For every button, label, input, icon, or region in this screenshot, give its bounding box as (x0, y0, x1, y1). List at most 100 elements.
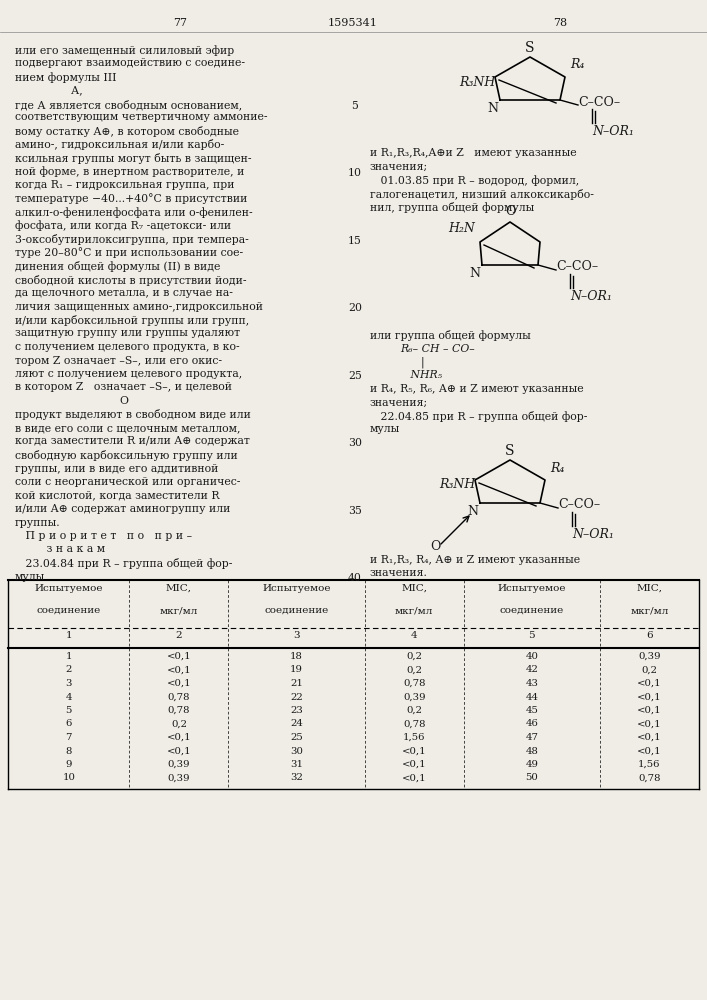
Text: <0,1: <0,1 (167, 652, 191, 661)
Text: значения;: значения; (370, 161, 428, 172)
Text: 0,2: 0,2 (407, 666, 422, 674)
Text: соли с неорганической или органичес-: соли с неорганической или органичес- (15, 477, 240, 487)
Text: с получением целевого продукта, в ко-: с получением целевого продукта, в ко- (15, 342, 240, 352)
Text: <0,1: <0,1 (402, 760, 426, 769)
Text: Испытуемое: Испытуемое (35, 584, 103, 593)
Text: R₃NH: R₃NH (459, 76, 495, 89)
Text: Испытуемое: Испытуемое (262, 584, 331, 593)
Text: C–CO–: C–CO– (556, 260, 598, 273)
Text: нием формулы III: нием формулы III (15, 72, 117, 83)
Text: 0,39: 0,39 (168, 760, 190, 769)
Text: 40: 40 (525, 652, 538, 661)
Text: МIС,: МIС, (166, 584, 192, 593)
Text: где А является свободным основанием,: где А является свободным основанием, (15, 99, 243, 110)
Text: значения.: значения. (370, 568, 428, 578)
Text: 77: 77 (173, 18, 187, 28)
Text: 45: 45 (525, 706, 538, 715)
Text: 0,2: 0,2 (407, 652, 422, 661)
Text: мкг/мл: мкг/мл (160, 606, 198, 615)
Text: Испытуемое: Испытуемое (498, 584, 566, 593)
Text: <0,1: <0,1 (637, 733, 662, 742)
Text: 48: 48 (525, 746, 538, 756)
Text: N–OR₁: N–OR₁ (592, 125, 634, 138)
Text: 1,56: 1,56 (638, 760, 661, 769)
Text: 0,39: 0,39 (403, 692, 426, 702)
Text: соединение: соединение (37, 606, 101, 615)
Text: 2: 2 (175, 631, 182, 640)
Text: 0,78: 0,78 (403, 720, 426, 728)
Text: 0,39: 0,39 (638, 652, 661, 661)
Text: S: S (506, 444, 515, 458)
Text: <0,1: <0,1 (637, 746, 662, 756)
Text: да щелочного металла, и в случае на-: да щелочного металла, и в случае на- (15, 288, 233, 298)
Text: личия защищенных амино-,гидроксильной: личия защищенных амино-,гидроксильной (15, 302, 263, 312)
Text: 1: 1 (65, 631, 72, 640)
Text: мулы: мулы (370, 424, 400, 434)
Text: алкил-о-фениленфосфата или о-фенилен-: алкил-о-фениленфосфата или о-фенилен- (15, 207, 252, 218)
Text: и R₁,R₃,R₄,A⊕и Z   имеют указанные: и R₁,R₃,R₄,A⊕и Z имеют указанные (370, 148, 577, 158)
Text: N: N (467, 505, 478, 518)
Text: туре 20–80°C и при использовании сое-: туре 20–80°C и при использовании сое- (15, 247, 243, 258)
Text: 20: 20 (348, 303, 362, 313)
Text: ляют с получением целевого продукта,: ляют с получением целевого продукта, (15, 369, 243, 379)
Text: 18: 18 (290, 652, 303, 661)
Text: R₄: R₄ (570, 58, 585, 72)
Text: 23: 23 (290, 706, 303, 715)
Text: <0,1: <0,1 (167, 746, 191, 756)
Text: 46: 46 (525, 720, 538, 728)
Text: 21: 21 (290, 679, 303, 688)
Text: R₄: R₄ (550, 462, 564, 475)
Text: МIС,: МIС, (636, 584, 662, 593)
Text: или группа общей формулы: или группа общей формулы (370, 330, 531, 341)
Text: 25: 25 (348, 371, 362, 381)
Text: и R₁,R₃, R₄, A⊕ и Z имеют указанные: и R₁,R₃, R₄, A⊕ и Z имеют указанные (370, 555, 580, 565)
Text: 9: 9 (66, 760, 72, 769)
Text: 0,2: 0,2 (407, 706, 422, 715)
Text: 0,78: 0,78 (403, 679, 426, 688)
Text: фосфата, или когда R₇ -ацетокси- или: фосфата, или когда R₇ -ацетокси- или (15, 221, 231, 231)
Text: 5: 5 (529, 631, 535, 640)
Text: 6: 6 (66, 720, 72, 728)
Text: 0,78: 0,78 (168, 692, 190, 702)
Text: защитную группу или группы удаляют: защитную группу или группы удаляют (15, 328, 240, 338)
Text: N: N (469, 267, 480, 280)
Text: в котором Z   означает –S–, и целевой: в котором Z означает –S–, и целевой (15, 382, 232, 392)
Text: H₂N: H₂N (448, 222, 475, 234)
Text: значения;: значения; (370, 397, 428, 408)
Text: <0,1: <0,1 (637, 720, 662, 728)
Text: O: O (430, 540, 440, 552)
Text: R₆– CH – CO–: R₆– CH – CO– (400, 344, 474, 354)
Text: <0,1: <0,1 (637, 706, 662, 715)
Text: группы.: группы. (15, 518, 61, 528)
Text: нил, группа общей формулы: нил, группа общей формулы (370, 202, 534, 213)
Text: N–OR₁: N–OR₁ (570, 290, 612, 303)
Text: когда R₁ – гидроксильная группа, при: когда R₁ – гидроксильная группа, при (15, 180, 235, 190)
Text: когда заместители R и/или A⊕ содержат: когда заместители R и/или A⊕ содержат (15, 436, 250, 446)
Text: <0,1: <0,1 (167, 679, 191, 688)
Text: 01.03.85 при R – водород, формил,: 01.03.85 при R – водород, формил, (370, 175, 579, 186)
Text: 25: 25 (290, 733, 303, 742)
Text: 3-оксобутирилоксигруппа, при темпера-: 3-оксобутирилоксигруппа, при темпера- (15, 234, 249, 245)
Text: вому остатку A⊕, в котором свободные: вому остатку A⊕, в котором свободные (15, 126, 239, 137)
Text: C–CO–: C–CO– (558, 498, 600, 512)
Text: 0,78: 0,78 (638, 774, 661, 782)
Text: 0,39: 0,39 (168, 774, 190, 782)
Text: 3: 3 (66, 679, 72, 688)
Text: соединение: соединение (500, 606, 564, 615)
Text: подвергают взаимодействию с соедине-: подвергают взаимодействию с соедине- (15, 58, 245, 68)
Text: 0,78: 0,78 (168, 706, 190, 715)
Text: соединение: соединение (264, 606, 329, 615)
Text: 10: 10 (348, 168, 362, 178)
Text: динения общей формулы (II) в виде: динения общей формулы (II) в виде (15, 261, 221, 272)
Text: П р и о р и т е т   п о   п р и –: П р и о р и т е т п о п р и – (15, 531, 192, 541)
Text: 10: 10 (62, 774, 75, 782)
Text: 19: 19 (290, 666, 303, 674)
Text: O: O (15, 396, 129, 406)
Text: з н а к а м: з н а к а м (15, 544, 105, 554)
Text: 22.04.85 при R – группа общей фор-: 22.04.85 при R – группа общей фор- (370, 411, 588, 422)
Text: 24: 24 (290, 720, 303, 728)
Text: 0,2: 0,2 (171, 720, 187, 728)
Text: 1595341: 1595341 (328, 18, 378, 28)
Text: <0,1: <0,1 (637, 679, 662, 688)
Text: 44: 44 (525, 692, 538, 702)
